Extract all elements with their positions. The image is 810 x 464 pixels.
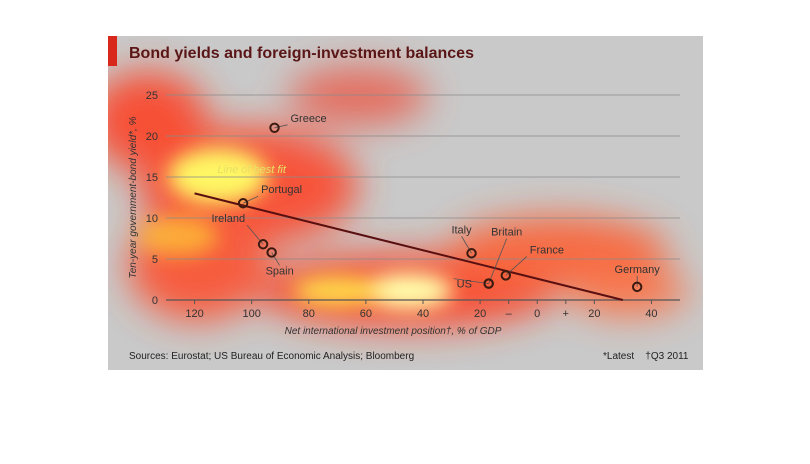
gridlines xyxy=(166,94,680,301)
data-point xyxy=(466,248,477,259)
y-axis-ticks: 0 5 10 15 20 25 xyxy=(146,90,158,307)
point-label: Portugal xyxy=(261,184,302,196)
note-q3: †Q3 2011 xyxy=(645,351,689,362)
note-latest: *Latest xyxy=(603,351,635,362)
leader-line xyxy=(488,238,508,284)
data-point xyxy=(500,270,512,281)
chart-title: Bond yields and foreign-investment balan… xyxy=(129,45,474,62)
point-label: Spain xyxy=(266,265,294,277)
x-tick-label: 40 xyxy=(417,308,429,320)
point-label: Britain xyxy=(491,227,522,239)
y-tick-label: 20 xyxy=(146,131,158,143)
x-tick-label: 0 xyxy=(534,308,540,320)
leader-line xyxy=(271,252,280,266)
x-tick-label: – xyxy=(506,308,513,320)
point-label: Greece xyxy=(291,113,327,125)
leader-line xyxy=(461,236,472,254)
scatter-plot: 0 5 10 15 20 25 120 100 80 60 40 20 – 0 +20 40 Line of… xyxy=(128,90,680,337)
accent-bar xyxy=(108,36,117,66)
footnotes: *Latest †Q3 2011 xyxy=(603,351,688,362)
trend-line xyxy=(194,192,624,301)
point-label: Ireland xyxy=(211,213,245,225)
attention-heatmap-overlay xyxy=(108,66,688,329)
x-tick-label: + xyxy=(563,308,569,320)
x-tick-label: 20 xyxy=(474,308,486,320)
data-point xyxy=(257,239,269,250)
y-tick-label: 5 xyxy=(152,254,158,266)
x-tick-label: 40 xyxy=(645,308,657,320)
y-tick-label: 15 xyxy=(146,172,158,184)
y-tick-label: 10 xyxy=(146,213,158,225)
chart-background xyxy=(108,36,703,370)
x-tick-label: 80 xyxy=(303,308,315,320)
leader-line xyxy=(274,124,288,129)
data-point xyxy=(266,247,277,258)
point-label: France xyxy=(530,244,564,256)
x-tick-label: 100 xyxy=(242,308,260,320)
data-points: Greece Portugal Ireland Spain Italy Britain US… xyxy=(211,113,661,293)
x-axis-ticks: 120 100 80 60 40 20 – 0 +20 40 xyxy=(185,300,658,320)
sources-note: Sources: Eurostat; US Bureau of Economic… xyxy=(129,351,415,362)
x-tick-label: 20 xyxy=(588,308,600,320)
point-label: Italy xyxy=(451,224,472,236)
data-point xyxy=(269,122,280,134)
point-label: Germany xyxy=(615,264,661,276)
data-point xyxy=(237,198,249,209)
leader-line xyxy=(242,195,259,204)
x-tick-label: 60 xyxy=(360,308,372,320)
point-label: US xyxy=(457,279,472,291)
data-point xyxy=(483,278,494,289)
x-axis-label: Net international investment position†, … xyxy=(285,326,502,337)
y-axis-label: Ten-year government-bond yield*, % xyxy=(128,116,139,278)
y-tick-label: 0 xyxy=(152,295,158,307)
trend-line-label: Line of best fit xyxy=(217,164,286,176)
y-tick-label: 25 xyxy=(146,90,158,102)
data-point xyxy=(631,281,643,293)
x-tick-label: 120 xyxy=(185,308,203,320)
leader-line xyxy=(453,278,489,284)
